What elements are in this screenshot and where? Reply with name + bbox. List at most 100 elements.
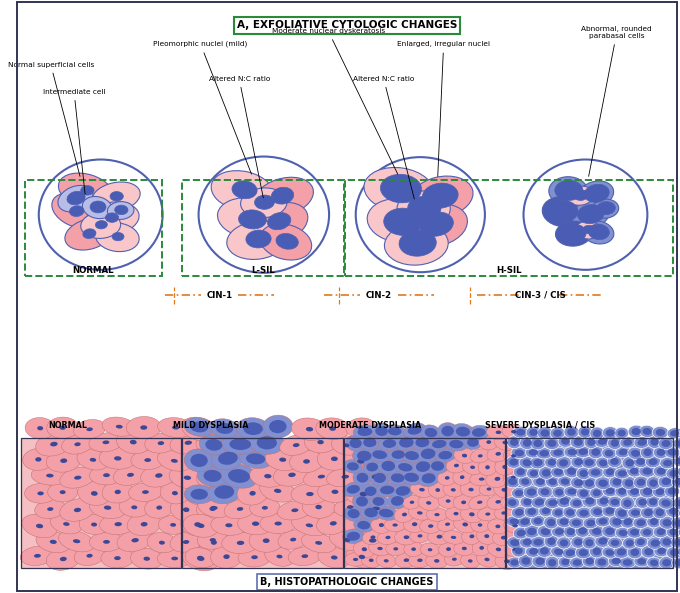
- Ellipse shape: [367, 199, 433, 243]
- Ellipse shape: [74, 508, 81, 512]
- Ellipse shape: [381, 461, 395, 471]
- Ellipse shape: [112, 232, 124, 241]
- Ellipse shape: [384, 224, 448, 265]
- Ellipse shape: [512, 548, 517, 551]
- Ellipse shape: [645, 456, 661, 468]
- Ellipse shape: [394, 434, 418, 451]
- Ellipse shape: [657, 449, 665, 456]
- Ellipse shape: [602, 505, 618, 517]
- Ellipse shape: [357, 459, 364, 464]
- Ellipse shape: [656, 429, 665, 436]
- Ellipse shape: [503, 449, 524, 463]
- Ellipse shape: [31, 466, 69, 485]
- Ellipse shape: [243, 422, 263, 435]
- Ellipse shape: [223, 554, 230, 559]
- Ellipse shape: [602, 466, 617, 478]
- Ellipse shape: [564, 525, 578, 538]
- Ellipse shape: [37, 492, 44, 495]
- Ellipse shape: [634, 556, 649, 567]
- Ellipse shape: [417, 511, 422, 515]
- Ellipse shape: [399, 438, 413, 448]
- Ellipse shape: [477, 500, 482, 504]
- Ellipse shape: [554, 449, 563, 456]
- Ellipse shape: [81, 212, 120, 238]
- Ellipse shape: [507, 557, 522, 568]
- Ellipse shape: [227, 221, 288, 260]
- Ellipse shape: [636, 519, 645, 526]
- Ellipse shape: [356, 473, 369, 483]
- Ellipse shape: [145, 433, 177, 453]
- Ellipse shape: [410, 500, 414, 504]
- Ellipse shape: [250, 465, 286, 487]
- Ellipse shape: [90, 201, 106, 213]
- Ellipse shape: [582, 537, 596, 549]
- Ellipse shape: [46, 548, 80, 570]
- Ellipse shape: [581, 457, 598, 468]
- Ellipse shape: [551, 507, 566, 518]
- Ellipse shape: [391, 496, 404, 506]
- Ellipse shape: [318, 481, 352, 502]
- Ellipse shape: [496, 500, 501, 503]
- Text: Intermediate cell: Intermediate cell: [43, 89, 105, 194]
- Ellipse shape: [404, 423, 426, 438]
- Text: A, EXFOLIATIVE CYTOLOGIC CHANGES: A, EXFOLIATIVE CYTOLOGIC CHANGES: [237, 21, 457, 30]
- Ellipse shape: [416, 461, 430, 472]
- Ellipse shape: [47, 507, 54, 511]
- Ellipse shape: [198, 498, 231, 518]
- Ellipse shape: [353, 425, 377, 439]
- Ellipse shape: [488, 519, 508, 534]
- Ellipse shape: [186, 449, 218, 468]
- Ellipse shape: [404, 535, 409, 539]
- Ellipse shape: [343, 444, 350, 447]
- Ellipse shape: [658, 475, 675, 488]
- Ellipse shape: [74, 546, 105, 566]
- Ellipse shape: [579, 510, 589, 517]
- Ellipse shape: [196, 432, 231, 454]
- Ellipse shape: [630, 468, 639, 474]
- Ellipse shape: [633, 517, 649, 528]
- Ellipse shape: [58, 186, 93, 212]
- Ellipse shape: [437, 535, 442, 538]
- Bar: [21, 438, 181, 568]
- Ellipse shape: [435, 488, 440, 492]
- Ellipse shape: [190, 422, 208, 432]
- Ellipse shape: [362, 530, 384, 544]
- Ellipse shape: [408, 426, 422, 435]
- Ellipse shape: [519, 457, 535, 469]
- Ellipse shape: [529, 449, 538, 455]
- Ellipse shape: [362, 460, 381, 474]
- Ellipse shape: [347, 505, 354, 509]
- Ellipse shape: [650, 518, 658, 525]
- Ellipse shape: [404, 473, 419, 482]
- Ellipse shape: [584, 184, 609, 202]
- Ellipse shape: [637, 538, 645, 545]
- Ellipse shape: [523, 499, 532, 505]
- Ellipse shape: [131, 538, 139, 543]
- Ellipse shape: [615, 527, 631, 538]
- Ellipse shape: [623, 559, 632, 566]
- Ellipse shape: [643, 529, 651, 535]
- Ellipse shape: [115, 490, 121, 494]
- Ellipse shape: [290, 450, 324, 473]
- Ellipse shape: [597, 202, 615, 215]
- Ellipse shape: [67, 192, 85, 205]
- Ellipse shape: [544, 437, 560, 449]
- Ellipse shape: [545, 497, 561, 508]
- Ellipse shape: [662, 500, 670, 506]
- Ellipse shape: [585, 498, 594, 505]
- Ellipse shape: [531, 496, 547, 508]
- Ellipse shape: [530, 537, 547, 548]
- Ellipse shape: [229, 438, 251, 450]
- Ellipse shape: [496, 547, 501, 551]
- Ellipse shape: [545, 457, 559, 468]
- Ellipse shape: [394, 530, 418, 545]
- Ellipse shape: [143, 557, 150, 561]
- Ellipse shape: [547, 537, 556, 545]
- Ellipse shape: [428, 524, 433, 528]
- Ellipse shape: [627, 546, 643, 559]
- Ellipse shape: [172, 491, 178, 495]
- Ellipse shape: [58, 531, 95, 552]
- Ellipse shape: [420, 519, 442, 534]
- Ellipse shape: [662, 538, 671, 546]
- Ellipse shape: [541, 489, 549, 495]
